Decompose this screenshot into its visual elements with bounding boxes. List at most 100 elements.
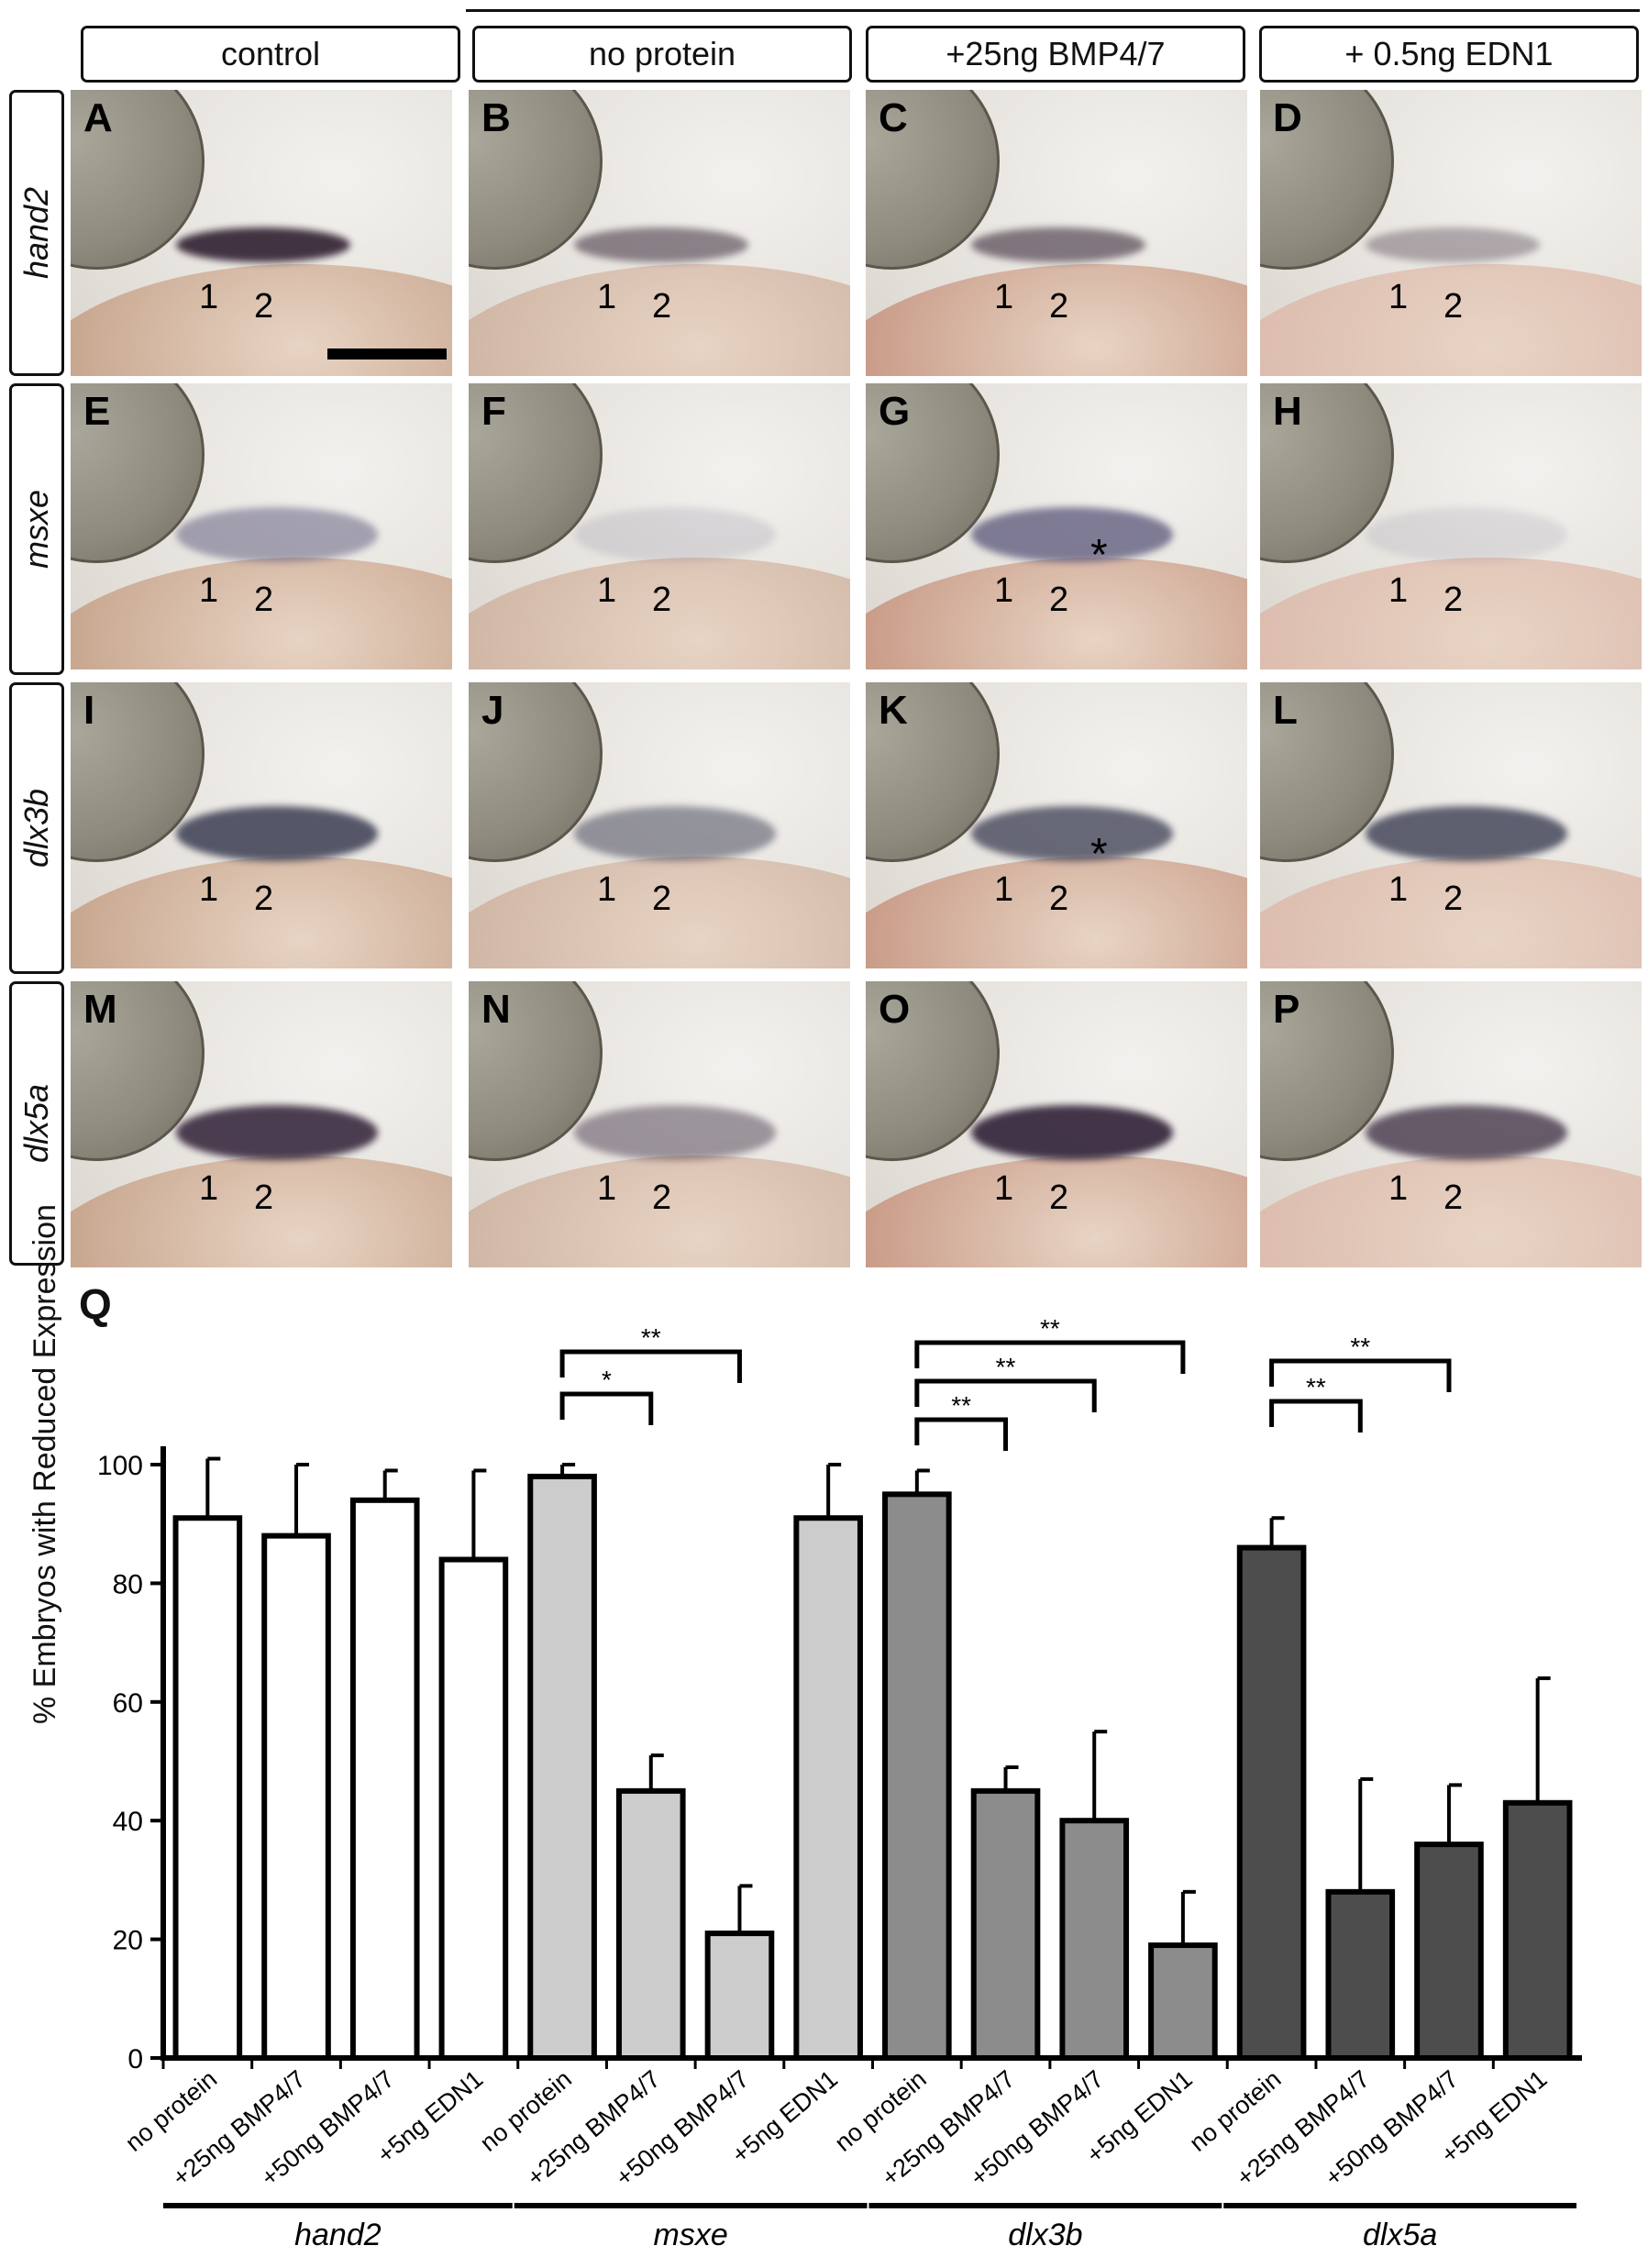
arch-label-2: 2 (254, 581, 274, 619)
panel-letter: I (83, 688, 95, 733)
bar (261, 1532, 331, 2061)
row-header-label: dlx3b (17, 788, 55, 868)
expression-stain (971, 806, 1173, 861)
significance-label: ** (951, 1391, 971, 1420)
y-tick-label: 100 (97, 1451, 143, 1481)
group-label: hand2 (294, 2218, 382, 2252)
arch-label-1: 1 (199, 278, 219, 316)
arch-label-2: 2 (652, 1178, 672, 1217)
y-tick-label: 60 (113, 1688, 143, 1719)
bar (1502, 1799, 1573, 2061)
y-tick-label: 0 (127, 2044, 143, 2074)
expression-stain (574, 227, 748, 262)
y-axis-label: % Embryos with Reduced Expression (28, 1204, 62, 1724)
arch-label-2: 2 (652, 880, 672, 918)
y-tick-label: 80 (113, 1569, 143, 1599)
arch-label-1: 1 (994, 571, 1014, 610)
bar (1059, 1818, 1130, 2061)
asterisk-marker: * (1090, 531, 1108, 580)
group-label: dlx5a (1363, 2218, 1437, 2252)
arch-label-2: 2 (1049, 287, 1069, 326)
y-tick-label: 20 (113, 1926, 143, 1956)
arch-label-1: 1 (199, 571, 219, 610)
asterisk-marker: * (1090, 830, 1108, 879)
expression-stain (176, 1105, 378, 1160)
arch-label-2: 2 (254, 287, 274, 326)
arch-label-2: 2 (1443, 581, 1464, 619)
expression-stain (574, 806, 776, 861)
panel-letter: H (1273, 389, 1302, 434)
bar (1148, 1942, 1218, 2062)
column-header-label: no protein (588, 35, 736, 72)
expression-stain (1366, 1105, 1567, 1160)
arch-label-2: 2 (652, 581, 672, 619)
arch-label-2: 2 (1443, 287, 1464, 326)
row-header-hand2: hand2 (9, 90, 64, 376)
panel-letter-q: Q (79, 1280, 112, 1328)
group-label: dlx3b (1008, 2218, 1082, 2252)
arch-label-1: 1 (597, 571, 617, 610)
arch-label-1: 1 (1388, 1169, 1409, 1208)
arch-label-2: 2 (254, 1178, 274, 1217)
arch-label-1: 1 (199, 1169, 219, 1208)
panel-letter: J (481, 688, 504, 733)
panel-letter: K (879, 688, 908, 733)
row-header-msxe: msxe (9, 383, 64, 675)
bar (970, 1787, 1041, 2061)
expression-stain (971, 507, 1173, 562)
arch-label-1: 1 (597, 870, 617, 909)
treatment-bracket-line (466, 9, 1640, 12)
significance-bracket (1269, 1358, 1452, 1392)
arch-label-1: 1 (994, 278, 1014, 316)
significance-label: ** (1306, 1373, 1326, 1401)
panel-letter: C (879, 95, 908, 140)
panel-letter: E (83, 389, 111, 434)
arch-label-2: 2 (652, 287, 672, 326)
significance-label: * (602, 1366, 612, 1394)
significance-bracket (1269, 1399, 1363, 1433)
significance-label: ** (996, 1353, 1016, 1381)
bar (704, 1931, 775, 2061)
arch-label-2: 2 (1049, 1178, 1069, 1217)
bar (527, 1473, 597, 2061)
bar (793, 1515, 863, 2062)
expression-stain (574, 1105, 776, 1160)
expression-stain (176, 227, 350, 262)
panel-letter: M (83, 987, 117, 1032)
panel-letter: F (481, 389, 506, 434)
arch-label-2: 2 (254, 880, 274, 918)
panel-letter: N (481, 987, 511, 1032)
column-header-label: control (220, 35, 321, 72)
arch-label-1: 1 (1388, 571, 1409, 610)
arch-label-1: 1 (1388, 278, 1409, 316)
panel-letter: G (879, 389, 911, 434)
column-header-edn1: + 0.5ng EDN1 (1259, 26, 1639, 83)
expression-stain (971, 227, 1145, 262)
arch-label-1: 1 (994, 870, 1014, 909)
significance-label: ** (1040, 1314, 1060, 1343)
panel-letter: D (1273, 95, 1302, 140)
bar (172, 1515, 243, 2062)
arch-label-2: 2 (1049, 880, 1069, 918)
arch-label-1: 1 (1388, 870, 1409, 909)
arch-label-1: 1 (597, 278, 617, 316)
significance-label: ** (1350, 1333, 1370, 1361)
expression-stain (574, 507, 776, 562)
bar (615, 1787, 686, 2061)
column-header-label: + 0.5ng EDN1 (1344, 35, 1554, 72)
arch-label-1: 1 (597, 1169, 617, 1208)
panel-letter: B (481, 95, 511, 140)
micrograph-panel-g: G 1 2 * (866, 383, 1247, 669)
bar (1236, 1544, 1307, 2061)
significance-label: ** (641, 1323, 661, 1352)
column-header-control: control (81, 26, 460, 83)
arch-label-2: 2 (1443, 880, 1464, 918)
